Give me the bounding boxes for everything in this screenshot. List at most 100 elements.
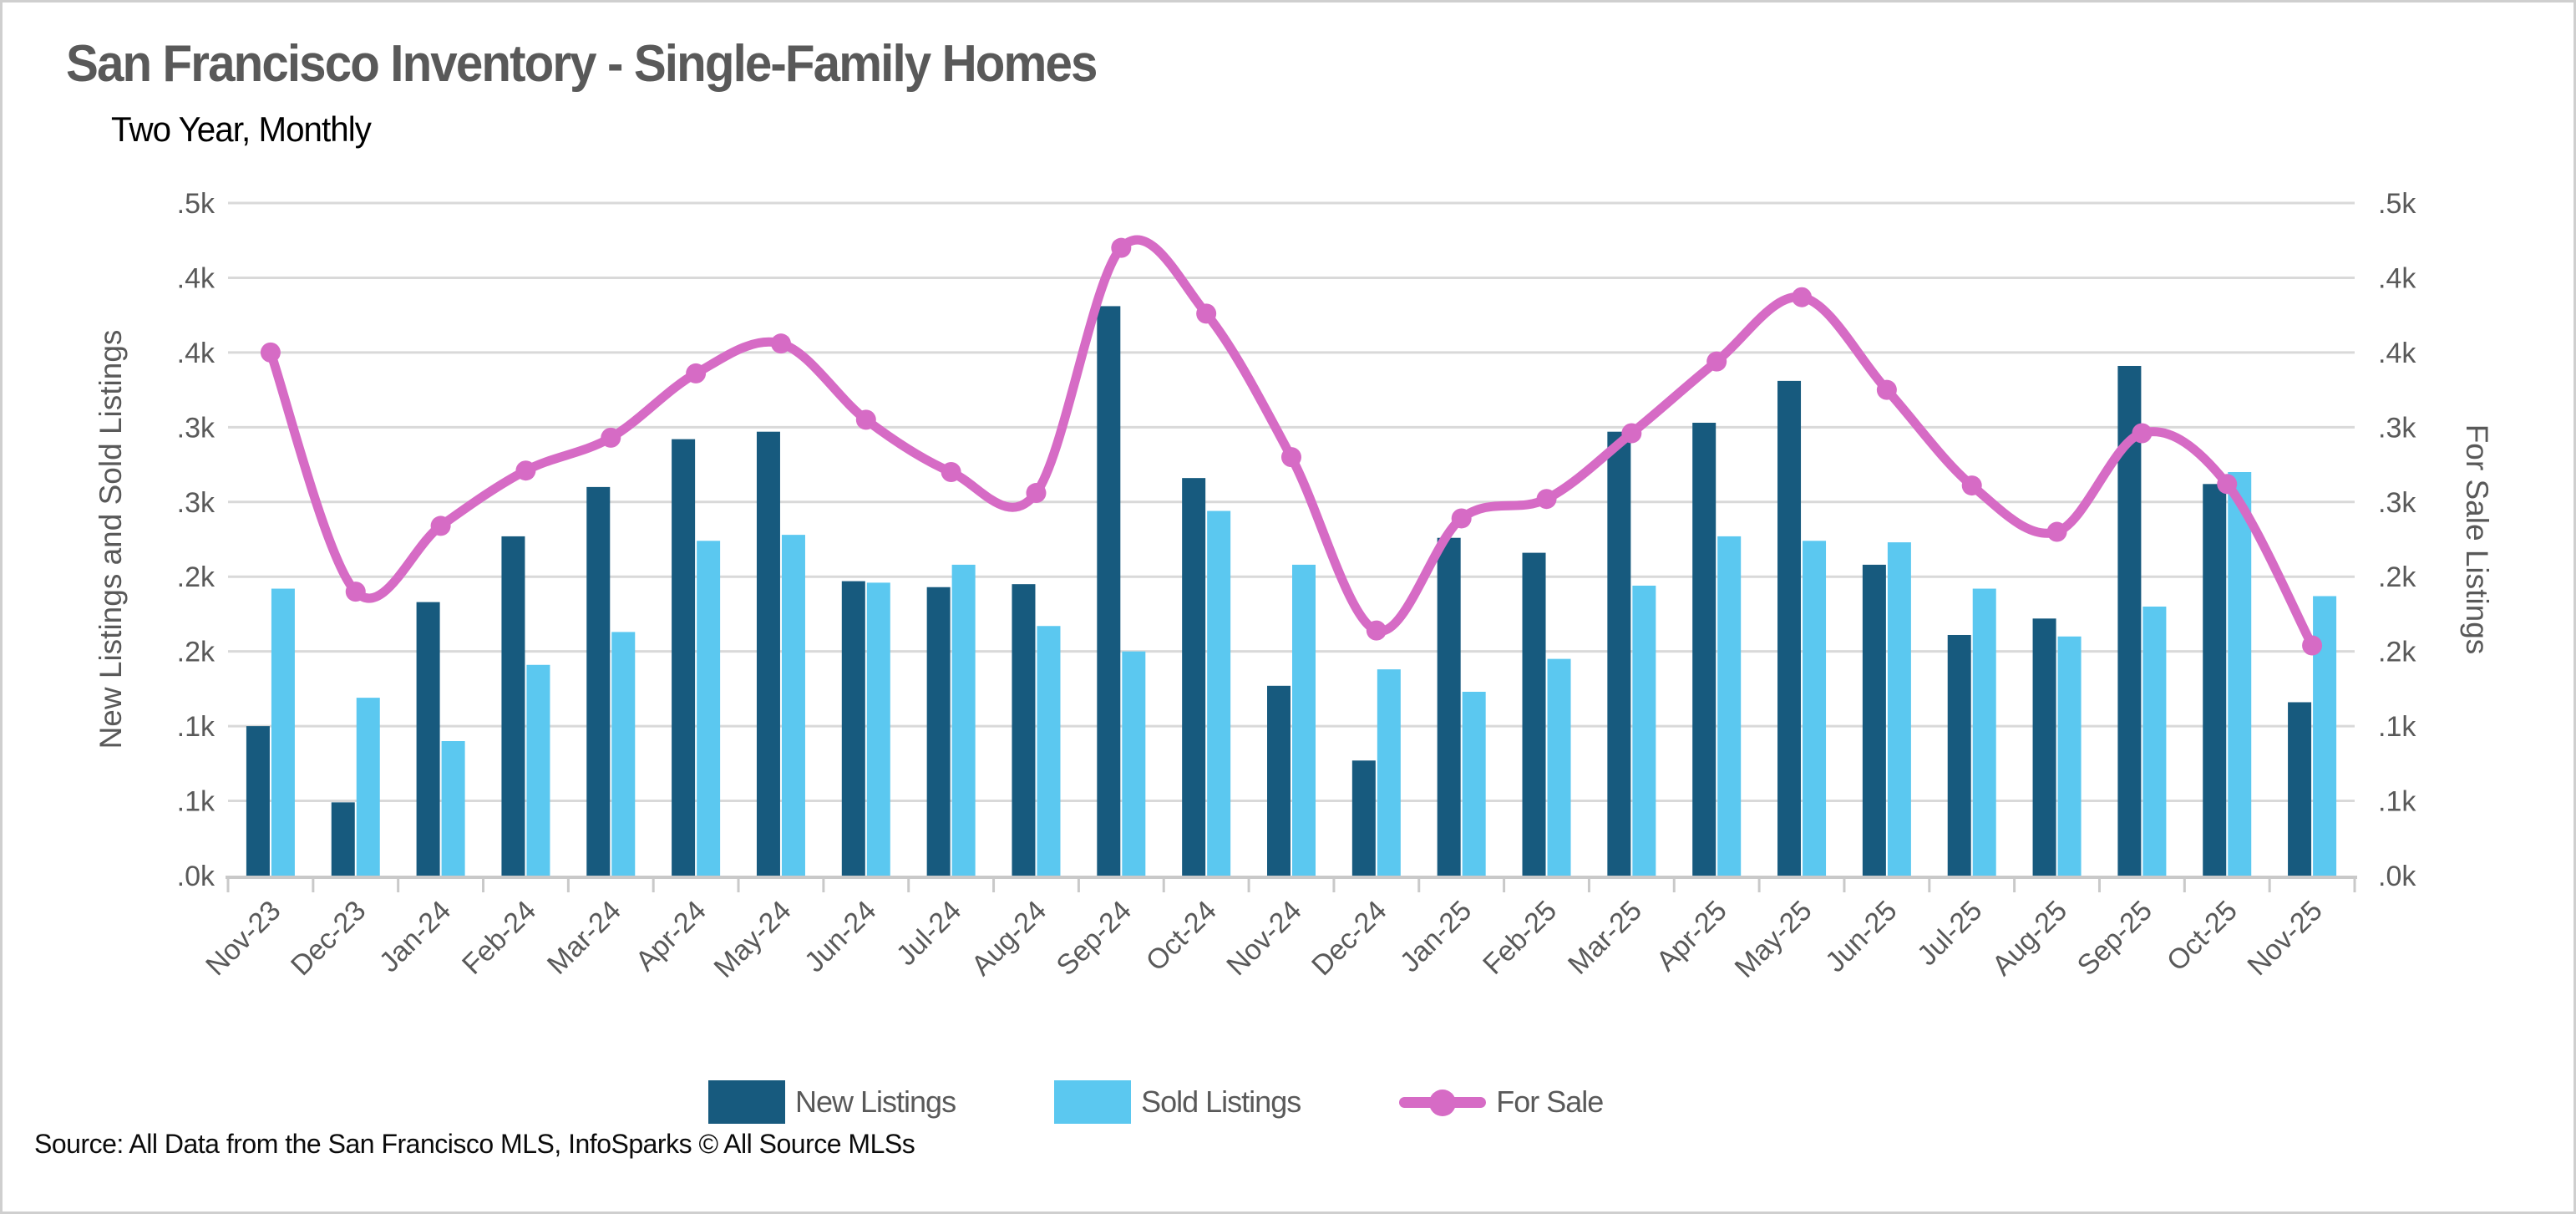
x-axis-label: May-25 — [1729, 895, 1818, 984]
x-axis-label: Aug-24 — [966, 895, 1052, 982]
y-axis-right-tick-label: .2k — [2378, 637, 2416, 668]
bar-sold-listings — [2142, 607, 2167, 876]
x-axis-label: May-24 — [708, 895, 798, 984]
for-sale-marker — [1451, 508, 1472, 529]
y-axis-right-tick-label: .5k — [2378, 188, 2416, 220]
bar-sold-listings — [526, 664, 550, 876]
source-note: Source: All Data from the San Francisco … — [34, 1129, 915, 1159]
bar-new-listings — [2288, 702, 2312, 876]
y-axis-right-tick-label: .3k — [2378, 412, 2416, 444]
y-axis-right-tick-label: .1k — [2378, 711, 2416, 743]
for-sale-marker — [2217, 474, 2238, 495]
bar-sold-listings — [1462, 691, 1486, 876]
x-axis-label: Nov-25 — [2241, 895, 2328, 982]
y-axis-right-tick-label: .4k — [2378, 262, 2416, 294]
x-axis-label: Nov-24 — [1220, 895, 1307, 982]
for-sale-marker — [515, 460, 536, 481]
legend-item-for-sale: For Sale — [1399, 1080, 1604, 1124]
for-sale-marker — [2302, 635, 2323, 656]
bar-new-listings — [756, 431, 780, 876]
y-axis-right-tick-label: .3k — [2378, 487, 2416, 519]
bar-new-listings — [841, 581, 865, 876]
for-sale-marker — [686, 363, 707, 384]
bar-new-listings — [1777, 380, 1802, 876]
bar-new-listings — [1607, 431, 1631, 876]
x-axis-label: Dec-23 — [285, 895, 372, 982]
bar-new-listings — [1351, 760, 1376, 876]
for-sale-line — [266, 235, 2317, 651]
for-sale-marker — [2046, 521, 2067, 542]
bar-sold-listings — [951, 564, 976, 876]
for-sale-line-marker-icon — [1399, 1080, 1487, 1124]
legend-label-sold-listings: Sold Listings — [1141, 1084, 1301, 1119]
y-axis-left-tick-label: .5k — [177, 188, 216, 220]
for-sale-marker — [1196, 303, 1217, 324]
y-axis-right-title: For Sale Listings — [2460, 424, 2494, 655]
x-axis-label: Jul-25 — [1911, 895, 1988, 972]
x-axis-label: Apr-24 — [630, 895, 712, 978]
bar-sold-listings — [697, 541, 721, 876]
x-axis-label: Sep-25 — [2071, 895, 2158, 982]
for-sale-marker — [1961, 475, 1982, 496]
x-axis-label: Feb-24 — [456, 895, 542, 981]
bar-sold-listings — [781, 535, 805, 876]
x-axis-label: Mar-24 — [541, 895, 627, 981]
bar-new-listings — [416, 602, 440, 876]
new-listings-swatch-icon — [708, 1080, 785, 1124]
y-axis-left-tick-label: .4k — [177, 262, 216, 294]
bar-sold-listings — [1887, 542, 1911, 876]
y-axis-right-tick-label: .4k — [2378, 338, 2416, 369]
y-axis-left-tick-label: .0k — [177, 861, 216, 892]
bar-sold-listings — [1377, 669, 1401, 876]
x-axis-label: Dec-24 — [1306, 895, 1392, 982]
y-axis-left-tick-label: .2k — [177, 637, 216, 668]
for-sale-marker — [260, 342, 281, 363]
bar-sold-listings — [1547, 658, 1571, 876]
bar-sold-listings — [611, 632, 636, 876]
x-axis-label: Jan-24 — [373, 895, 457, 978]
bar-sold-listings — [1292, 564, 1316, 876]
x-axis-label: Jun-25 — [1819, 895, 1903, 978]
for-sale-marker — [1281, 447, 1301, 468]
bar-new-listings — [1097, 306, 1121, 876]
for-sale-marker — [1792, 287, 1813, 307]
bar-sold-listings — [356, 698, 380, 876]
bar-new-listings — [2203, 484, 2227, 876]
bar-new-listings — [672, 439, 696, 876]
for-sale-marker — [770, 333, 791, 354]
x-axis-label: Nov-23 — [200, 895, 287, 982]
legend-item-new-listings: New Listings — [708, 1080, 956, 1124]
bar-new-listings — [1862, 564, 1886, 876]
y-axis-left-tick-label: .3k — [177, 487, 216, 519]
x-axis-label: Jun-24 — [799, 895, 882, 978]
bar-new-listings — [1012, 584, 1036, 876]
for-sale-marker — [855, 409, 876, 430]
y-axis-right-tick-label: .2k — [2378, 561, 2416, 593]
bar-sold-listings — [271, 588, 295, 876]
for-sale-marker — [1876, 379, 1897, 400]
y-axis-left-tick-label: .2k — [177, 561, 216, 593]
bar-sold-listings — [1632, 585, 1656, 876]
x-axis-label: Sep-24 — [1051, 895, 1138, 982]
bar-new-listings — [1437, 537, 1461, 876]
bar-sold-listings — [1803, 541, 1827, 876]
x-axis-label: Feb-25 — [1477, 895, 1563, 981]
legend: New Listings Sold Listings For Sale — [708, 1075, 1604, 1129]
bar-sold-listings — [1122, 651, 1146, 876]
bar-new-listings — [1947, 634, 1971, 876]
bar-new-listings — [501, 536, 525, 876]
y-axis-left-tick-label: .1k — [177, 711, 216, 743]
x-axis-label: Oct-25 — [2161, 895, 2244, 978]
y-axis-right-tick-label: .0k — [2378, 861, 2416, 892]
y-axis-left-tick-label: .4k — [177, 338, 216, 369]
bar-new-listings — [246, 726, 270, 876]
for-sale-marker — [430, 516, 451, 536]
x-axis-label: Oct-24 — [1140, 895, 1223, 978]
y-axis-right-tick-label: .1k — [2378, 786, 2416, 818]
bar-new-listings — [1182, 478, 1206, 876]
x-axis-label: Apr-25 — [1651, 895, 1733, 978]
legend-label-new-listings: New Listings — [795, 1084, 956, 1119]
sold-listings-swatch-icon — [1054, 1080, 1132, 1124]
bar-new-listings — [1267, 685, 1291, 876]
